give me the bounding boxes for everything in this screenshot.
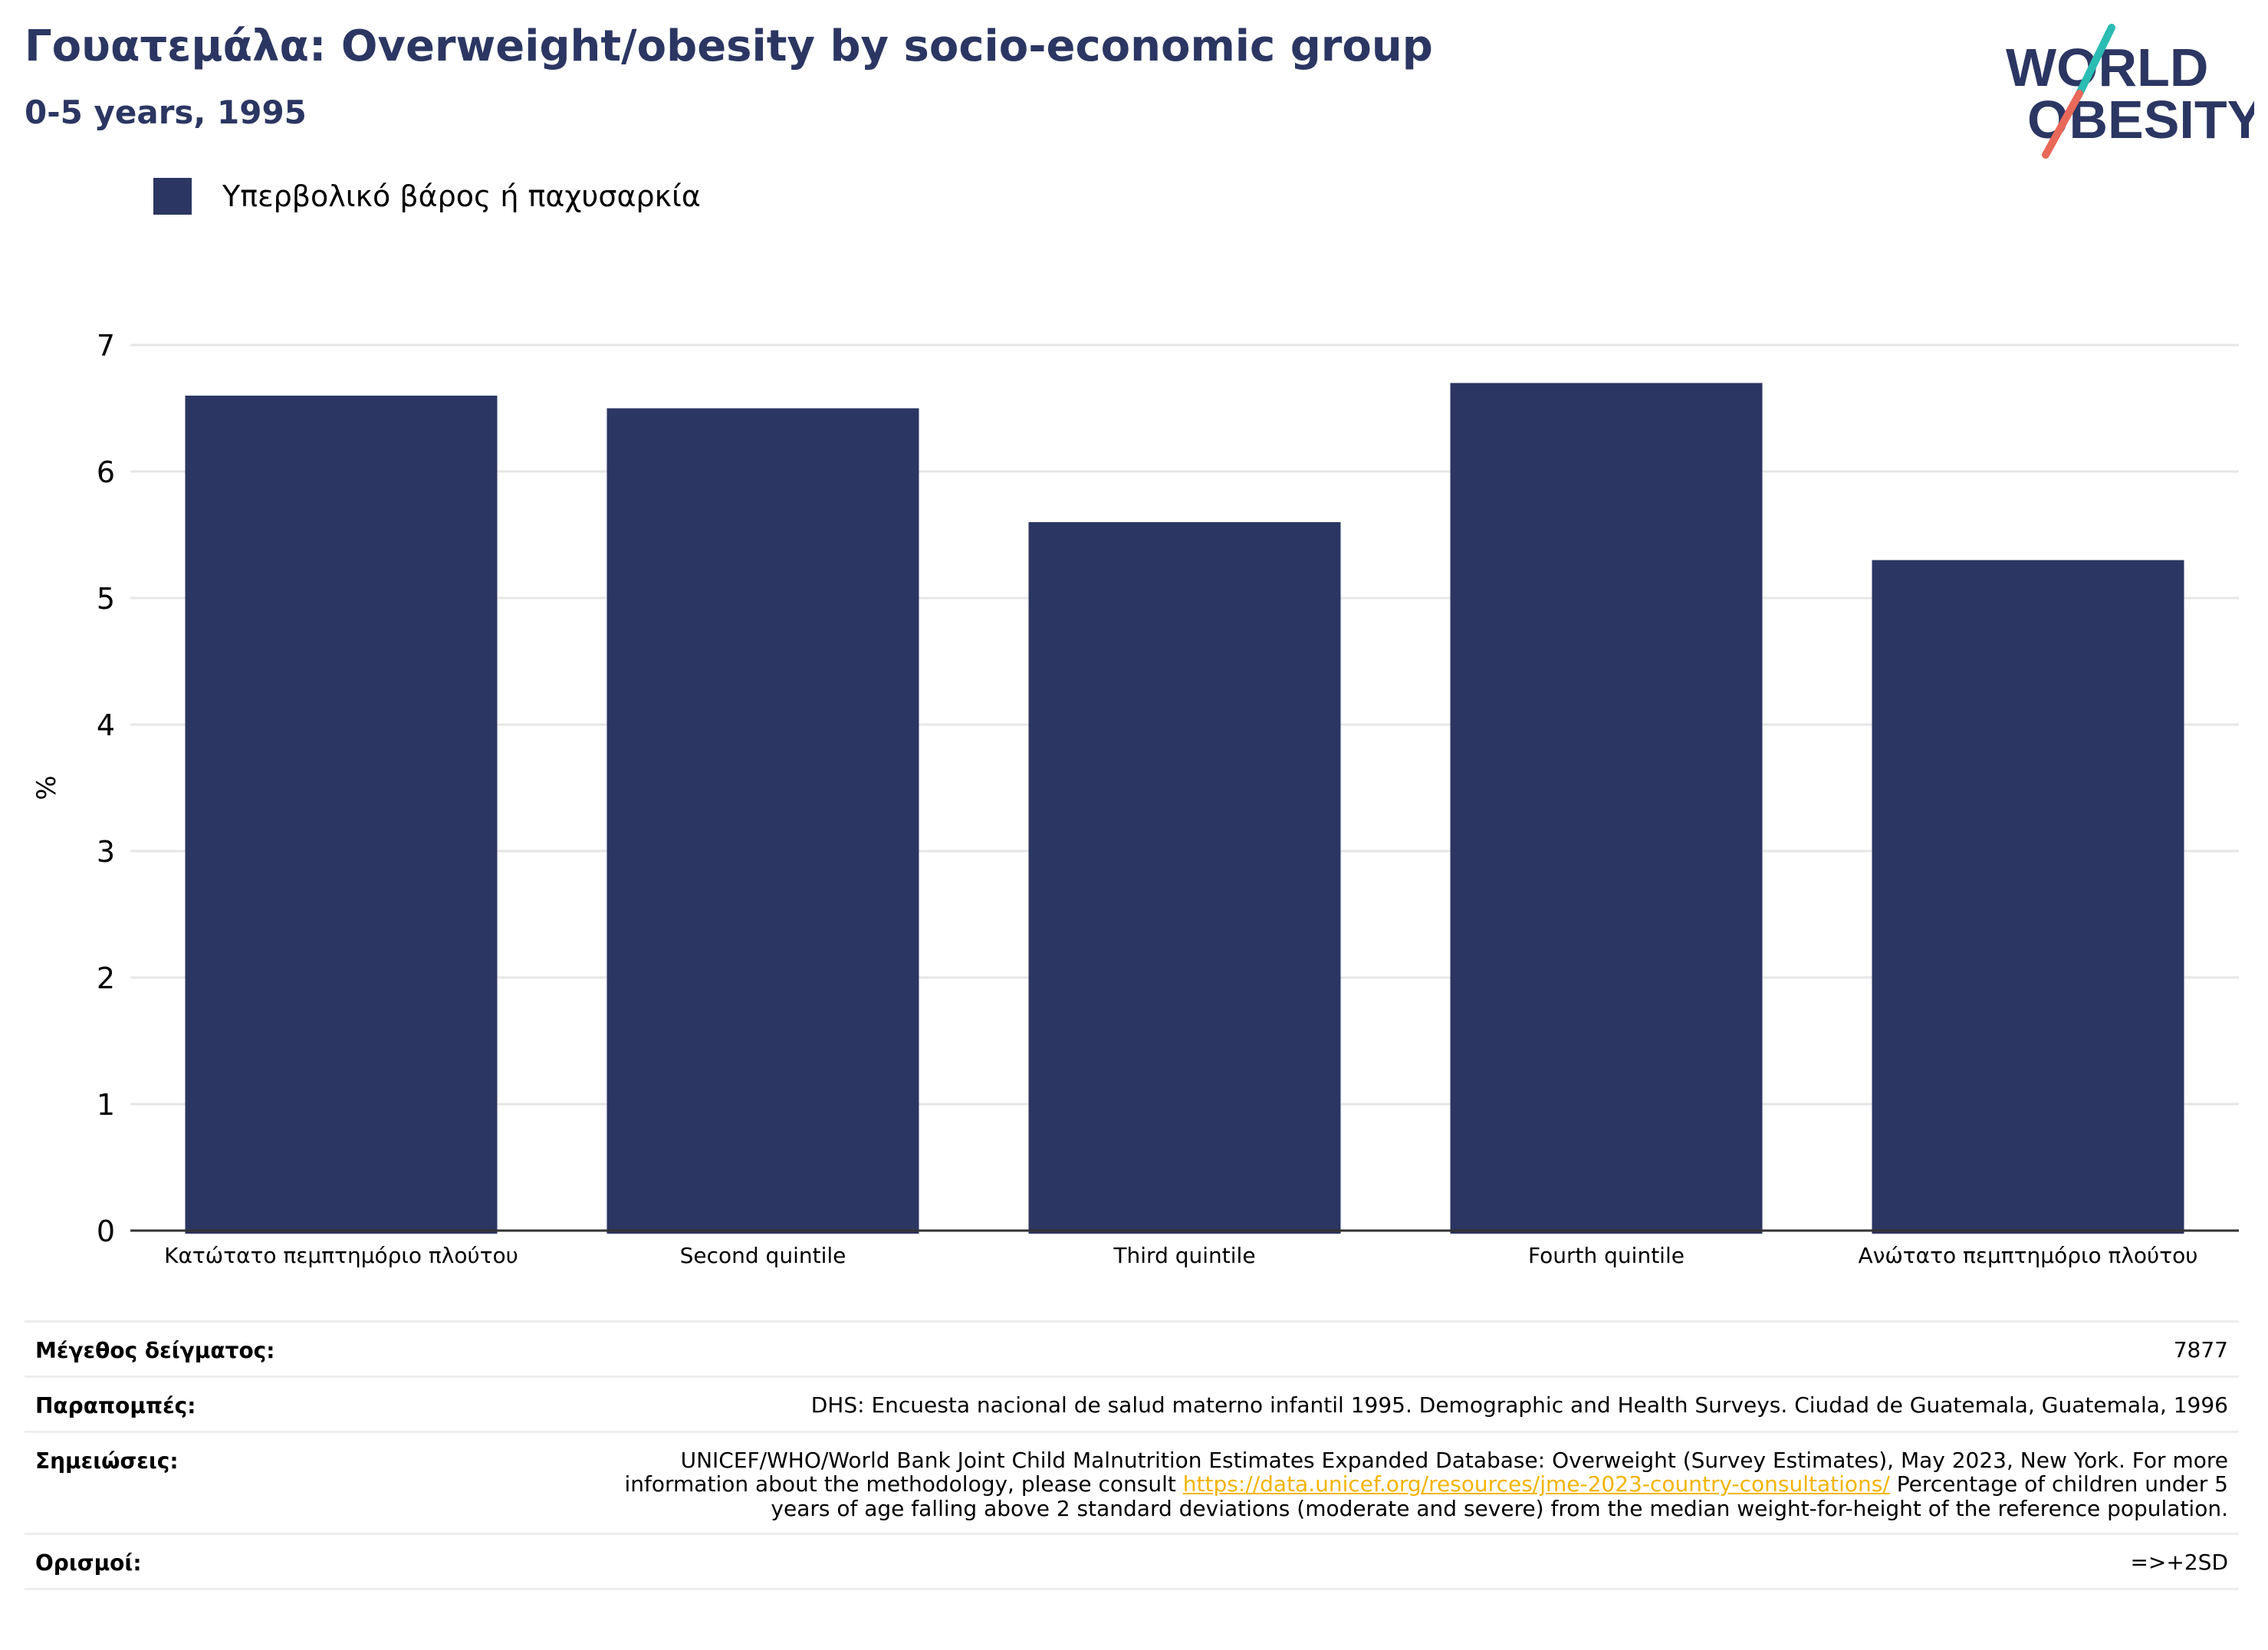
logo-slash-coral xyxy=(2042,90,2083,159)
logo-text-world: WORLD xyxy=(2006,38,2208,97)
notes-text-after-link: Percentage of children under 5 years of … xyxy=(771,1471,2228,1521)
x-tick-label: Second quintile xyxy=(680,1243,846,1268)
y-tick-label: 4 xyxy=(97,708,115,742)
definitions-value: =>+2SD xyxy=(2130,1550,2228,1576)
notes-value: UNICEF/WHO/World Bank Joint Child Malnut… xyxy=(618,1448,2229,1521)
bar xyxy=(606,408,919,1234)
chart-title: Γουατεμάλα: Overweight/obesity by socio-… xyxy=(25,21,1433,71)
y-axis-label: % xyxy=(31,775,62,800)
x-tick-label: Κατώτατο πεμπτημόριο πλούτου xyxy=(164,1243,518,1268)
chart-subtitle: 0-5 years, 1995 xyxy=(25,94,307,131)
y-tick-label: 2 xyxy=(97,961,115,995)
definitions-label: Ορισμοί: xyxy=(35,1550,142,1576)
legend[interactable]: Υπερβολικό βάρος ή παχυσαρκία xyxy=(153,178,701,215)
y-tick-label: 3 xyxy=(97,835,115,869)
legend-label: Υπερβολικό βάρος ή παχυσαρκία xyxy=(222,179,701,213)
x-tick-label: Ανώτατο πεμπτημόριο πλούτου xyxy=(1859,1243,2198,1268)
y-tick-label: 5 xyxy=(97,582,115,616)
bar xyxy=(1028,522,1341,1234)
y-tick-label: 0 xyxy=(97,1214,115,1248)
legend-swatch xyxy=(153,178,192,215)
notes-label: Σημειώσεις: xyxy=(35,1448,179,1474)
info-row-sample: Μέγεθος δείγματος: 7877 xyxy=(25,1320,2239,1376)
methodology-link[interactable]: https://data.unicef.org/resources/jme-20… xyxy=(1182,1471,1890,1497)
sample-size-value: 7877 xyxy=(2173,1337,2228,1362)
sample-size-label: Μέγεθος δείγματος: xyxy=(35,1338,275,1363)
y-tick-label: 6 xyxy=(97,455,115,489)
logo-slash-teal xyxy=(2076,24,2115,97)
notes-text-before-link: UNICEF/WHO/World Bank Joint Child Malnut… xyxy=(624,1448,2229,1497)
y-tick-label: 7 xyxy=(97,329,115,363)
x-tick-label: Third quintile xyxy=(1113,1243,1255,1268)
world-obesity-logo: WORLD OBESITY xyxy=(2006,24,2254,159)
bar-chart: 0 1 2 3 4 5 6 7% Κατώτατο πεμπτημόριο πλούτου Sec… xyxy=(31,329,2239,1268)
x-tick-label: Fourth quintile xyxy=(1528,1243,1685,1268)
info-row-references: Παραπομπές: DHS: Encuesta nacional de sa… xyxy=(25,1376,2239,1431)
y-tick-label: 1 xyxy=(97,1088,115,1122)
info-row-definitions: Ορισμοί: =>+2SD xyxy=(25,1533,2239,1591)
bar xyxy=(185,396,498,1234)
references-value: DHS: Encuesta nacional de salud materno … xyxy=(810,1392,2228,1418)
references-label: Παραπομπές: xyxy=(35,1393,196,1418)
info-row-notes: Σημειώσεις: UNICEF/WHO/World Bank Joint … xyxy=(25,1431,2239,1533)
bar xyxy=(1450,383,1763,1234)
info-table: Μέγεθος δείγματος: 7877 Παραπομπές: DHS:… xyxy=(25,1320,2239,1591)
bar xyxy=(1872,560,2184,1234)
